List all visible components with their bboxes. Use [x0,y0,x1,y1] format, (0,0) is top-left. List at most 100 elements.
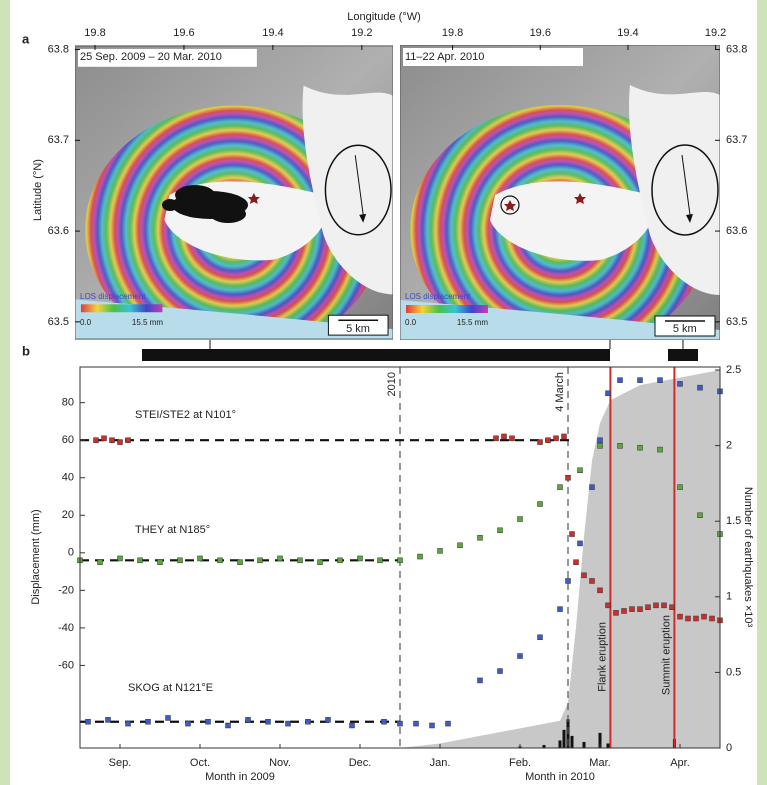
x-tick-label: Feb. [509,757,531,769]
data-point [577,540,583,547]
data-point [205,718,211,725]
data-point [653,602,659,609]
data-point [637,606,643,612]
data-point [517,653,523,659]
panel-label: b [22,343,30,358]
data-point [105,717,111,723]
data-point [605,390,611,397]
data-point [317,559,323,565]
data-point [437,548,443,554]
data-point [177,557,183,564]
data-point [381,718,387,725]
legend-min: 0.0 [405,318,417,327]
data-point [597,437,603,443]
data-point [613,610,619,616]
series-label: SKOG at N121°E [128,682,213,694]
data-point [709,615,715,622]
x-tick-label: 19.6 [173,27,194,39]
data-point [557,606,563,612]
scale-label: 5 km [346,323,370,335]
data-point [661,602,667,609]
x-tick-label: 19.4 [617,27,638,39]
x-tick-label: Oct. [190,757,210,769]
bar [558,740,562,748]
bar [570,735,574,748]
y2-tick-label: 0 [726,742,732,754]
insar-map [400,45,720,355]
x-tick-label: 19.4 [262,27,283,39]
cumulative-area [400,370,720,748]
x-tick-label: 19.8 [442,27,463,39]
panel-label: a [22,31,30,46]
data-point [553,435,559,442]
y2-tick-label: 1 [726,591,732,603]
y2-tick-label: 1.5 [726,515,741,527]
data-point [397,557,403,564]
event-label: Flank eruption [596,622,608,692]
data-point [97,559,103,565]
data-point [693,615,699,622]
data-point [157,559,163,565]
data-point [445,720,451,727]
data-point [197,555,203,562]
data-point [589,484,595,490]
bar [598,732,602,748]
y-tick-label: 63.5 [48,316,69,328]
data-point [537,501,543,507]
y-tick-label: 0 [68,547,74,559]
legend-max: 15.5 mm [132,318,163,327]
data-point [657,377,663,383]
x-tick-label: 19.6 [530,27,551,39]
event-label: 4 March [554,372,566,412]
data-point [457,542,463,549]
y-tick-label: 63.5 [726,316,747,328]
y2-tick-label: 2 [726,440,732,452]
y-axis-title: Displacement (mm) [30,509,42,604]
data-point [701,613,707,620]
data-point [137,557,143,564]
data-point [565,474,571,481]
data-point [109,437,115,443]
y-tick-label: 63.7 [48,134,69,146]
data-point [477,535,483,541]
x-tick-label: 19.2 [351,27,372,39]
scale-label: 5 km [673,323,697,335]
x-tick-label: 19.2 [705,27,726,39]
data-point [297,557,303,564]
data-point [325,717,331,723]
legend-min: 0.0 [80,318,92,327]
data-point [677,484,683,490]
data-point [677,381,683,387]
data-point [397,720,403,727]
data-point [617,443,623,449]
x-tick-label: Apr. [670,757,690,769]
data-point [537,439,543,445]
data-point [237,559,243,565]
data-point [125,720,131,727]
data-point [501,433,507,440]
data-point [117,555,123,562]
data-point [697,512,703,519]
data-point [597,587,603,594]
x-group-label: Month in 2010 [525,771,595,783]
data-point [257,557,263,564]
earthquake-cluster [162,185,248,223]
bar [582,741,586,748]
series-label: THEY at N185° [135,524,210,536]
data-point [677,613,683,620]
event-label: 2010 [386,372,398,396]
data-point [561,433,567,440]
y-tick-label: -40 [58,622,74,634]
data-point [225,722,231,729]
data-point [657,446,663,453]
bar [542,744,546,748]
data-point [413,720,419,727]
data-point [165,715,171,721]
y-tick-label: 20 [62,509,74,521]
data-point [617,377,623,383]
legend-max: 15.5 mm [457,318,488,327]
data-point [305,718,311,725]
data-point [93,437,99,443]
